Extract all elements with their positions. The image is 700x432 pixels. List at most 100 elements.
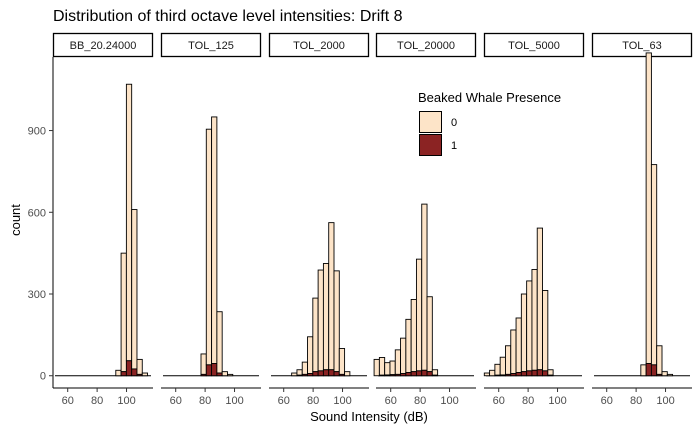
histogram-bar-absent bbox=[115, 369, 122, 377]
histogram-bar-absent bbox=[536, 227, 543, 371]
x-axis-title: Sound Intensity (dB) bbox=[310, 409, 428, 424]
y-tick-label: 0 bbox=[40, 371, 46, 383]
histogram-bar-absent bbox=[394, 349, 402, 375]
histogram-bar-absent bbox=[211, 116, 218, 364]
histogram-bar-absent bbox=[661, 371, 668, 377]
facet-strip bbox=[268, 32, 370, 58]
histogram-bar-absent bbox=[499, 356, 506, 376]
histogram-bar-absent bbox=[120, 252, 127, 373]
legend: Beaked Whale Presence 0 1 bbox=[418, 90, 561, 156]
x-tick-label: 100 bbox=[440, 395, 458, 407]
histogram-bar-present bbox=[536, 369, 543, 377]
histogram-bar-absent bbox=[205, 128, 213, 366]
histogram-bar-present bbox=[312, 371, 319, 377]
facet-strip-label: TOL_63 bbox=[622, 40, 662, 52]
y-axis-title: count bbox=[8, 204, 23, 236]
x-tick-label: 100 bbox=[333, 395, 351, 407]
x-tick-label: 60 bbox=[62, 395, 74, 407]
histogram-bar-present bbox=[510, 373, 517, 377]
x-tick-label: 80 bbox=[630, 395, 642, 407]
histogram-bar-present bbox=[415, 370, 423, 377]
x-tick-label: 100 bbox=[548, 395, 566, 407]
histogram-bar-present bbox=[526, 370, 533, 377]
histogram-bar-present bbox=[200, 373, 207, 377]
histogram-bar-present bbox=[400, 373, 407, 377]
histogram-bar-absent bbox=[531, 269, 538, 371]
histogram-bar-present bbox=[542, 370, 549, 377]
histogram-bar-absent bbox=[296, 369, 303, 376]
x-tick-label: 100 bbox=[225, 395, 243, 407]
histogram-bar-present bbox=[515, 372, 522, 377]
histogram-bar-present bbox=[426, 371, 433, 377]
histogram-bar-present bbox=[131, 368, 138, 377]
facet-strip-label: BB_20.24000 bbox=[70, 40, 137, 52]
facet-strip bbox=[591, 32, 693, 58]
facet-panel: TOL_5000 60 80 100 bbox=[483, 32, 585, 407]
x-tick-label: 80 bbox=[91, 395, 103, 407]
x-tick-label: 80 bbox=[522, 395, 534, 407]
histogram-bar-present bbox=[421, 369, 428, 377]
histogram-bar-present bbox=[410, 371, 417, 377]
histogram-bar-present bbox=[333, 371, 340, 377]
histogram-bar-absent bbox=[505, 345, 512, 375]
legend-label: 0 bbox=[451, 117, 457, 129]
histogram-bar-absent bbox=[227, 373, 234, 377]
histogram-bar-present bbox=[645, 363, 652, 377]
facet-panel: TOL_20000 60 80 100 bbox=[373, 32, 477, 407]
histogram-bar-absent bbox=[400, 337, 407, 375]
x-tick-label: 60 bbox=[601, 395, 613, 407]
facet-strip bbox=[52, 32, 154, 58]
histogram-bar-present bbox=[216, 372, 223, 377]
histogram-bar-present bbox=[125, 360, 133, 377]
histogram-bar-absent bbox=[216, 311, 223, 374]
histogram-bar-present bbox=[317, 370, 324, 377]
histogram-bar-present bbox=[322, 369, 330, 377]
histogram-bar-absent bbox=[333, 270, 340, 373]
histogram-bar-absent bbox=[426, 296, 433, 373]
histogram-bar-absent bbox=[520, 293, 528, 373]
x-tick-label: 80 bbox=[199, 395, 211, 407]
histogram-bar-present bbox=[328, 369, 335, 377]
histogram-bar-absent bbox=[410, 299, 417, 373]
histogram-bar-absent bbox=[483, 372, 491, 377]
histogram-bar-present bbox=[656, 373, 663, 377]
histogram-bar-absent bbox=[510, 329, 517, 375]
facet-strip-label: TOL_5000 bbox=[508, 40, 560, 52]
histogram-bar-present bbox=[389, 374, 396, 377]
histogram-bar-present bbox=[650, 364, 658, 377]
y-tick-label: 900 bbox=[28, 126, 46, 138]
histogram-bar-absent bbox=[307, 336, 314, 375]
histogram-bar-absent bbox=[317, 269, 324, 372]
facet-strip bbox=[160, 32, 262, 58]
histogram-bar-absent bbox=[542, 290, 549, 372]
x-tick-label: 100 bbox=[656, 395, 674, 407]
histogram-bar-present bbox=[205, 364, 213, 377]
histogram-bar-absent bbox=[640, 364, 647, 377]
histogram-bar-absent bbox=[141, 372, 149, 377]
histogram-bar-absent bbox=[389, 360, 396, 376]
legend-key bbox=[419, 134, 442, 156]
histogram-bar-present bbox=[384, 374, 391, 377]
histogram-bar-absent bbox=[312, 297, 319, 373]
histogram-bar-absent bbox=[421, 203, 428, 371]
histogram-bar-present bbox=[505, 373, 512, 377]
histogram-bar-present bbox=[307, 373, 314, 377]
histogram-bar-absent bbox=[526, 280, 533, 372]
facet-strip bbox=[375, 32, 477, 58]
facet-panel: BB_20.24000 60 80 100 bbox=[52, 32, 154, 407]
histogram-bar-absent bbox=[656, 345, 663, 375]
histogram-bar-absent bbox=[338, 348, 346, 375]
histogram-bar-absent bbox=[666, 373, 674, 377]
facet-panel: TOL_125 60 80 100 bbox=[160, 32, 262, 407]
y-axis: 0 300 600 900 bbox=[28, 57, 54, 388]
histogram-bar-absent bbox=[405, 318, 412, 373]
y-tick-label: 300 bbox=[28, 289, 46, 301]
histogram-bar-absent bbox=[431, 369, 439, 376]
facet-strip-label: TOL_125 bbox=[188, 40, 234, 52]
histogram-bar-present bbox=[494, 374, 501, 377]
facet-panel: TOL_63 60 80 100 bbox=[591, 32, 693, 407]
histogram-bar-absent bbox=[322, 263, 330, 371]
histogram-bar-absent bbox=[131, 209, 138, 370]
